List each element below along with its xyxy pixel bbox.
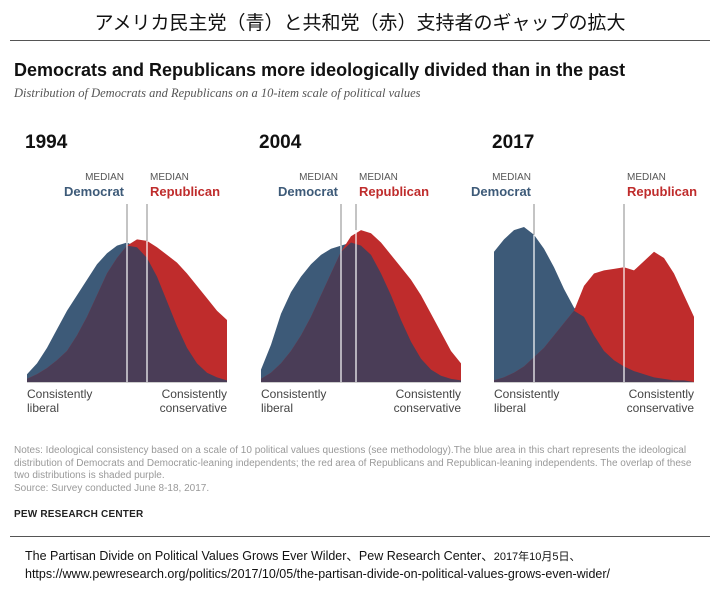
pew-brand: PEW RESEARCH CENTER — [14, 509, 144, 520]
axis-right-label-line2-2017: conservative — [627, 401, 695, 415]
republican-label-2004: Republican — [359, 184, 429, 199]
democrat-median-word-1994: MEDIAN — [85, 172, 124, 183]
axis-left-label-line1-2004: Consistently — [261, 387, 326, 401]
source-text: Source: Survey conducted June 8-18, 2017… — [14, 482, 210, 494]
notes-text: Notes: Ideological consistency based on … — [14, 445, 692, 481]
citation-url[interactable]: https://www.pewresearch.org/politics/201… — [25, 567, 610, 581]
axis-right-label-line2-1994: conservative — [160, 401, 228, 415]
axis-right-label-line1-1994: Consistently — [162, 387, 227, 401]
overlap-area-2017 — [494, 310, 694, 382]
democrat-label-1994: Democrat — [64, 184, 125, 199]
democrat-label-2017: Democrat — [471, 184, 532, 199]
axis-right-label-line1-2004: Consistently — [396, 387, 461, 401]
distribution-chart: 1994MEDIANDemocratMEDIANRepublicanConsis… — [25, 132, 697, 415]
republican-median-word-2004: MEDIAN — [359, 172, 398, 183]
chart-notes: Notes: Ideological consistency based on … — [14, 445, 709, 495]
citation-title: The Partisan Divide on Political Values … — [25, 549, 494, 563]
axis-right-label-line2-2004: conservative — [394, 401, 462, 415]
chart-headline: Democrats and Republicans more ideologic… — [14, 60, 626, 80]
republican-median-word-1994: MEDIAN — [150, 172, 189, 183]
axis-left-label-line2-2017: liberal — [494, 401, 526, 415]
title-divider — [10, 40, 710, 41]
republican-label-1994: Republican — [150, 184, 220, 199]
axis-left-label-line1-1994: Consistently — [27, 387, 92, 401]
republican-label-2017: Republican — [627, 184, 697, 199]
panel-year-2004: 2004 — [259, 132, 302, 153]
panel-year-2017: 2017 — [492, 132, 534, 153]
chart-subhead: Distribution of Democrats and Republican… — [14, 86, 421, 100]
democrat-label-2004: Democrat — [278, 184, 339, 199]
citation: The Partisan Divide on Political Values … — [25, 548, 610, 583]
citation-line1: The Partisan Divide on Political Values … — [25, 548, 610, 566]
democrat-median-word-2017: MEDIAN — [492, 172, 531, 183]
democrat-area-2017 — [494, 227, 694, 382]
page-title: アメリカ民主党（青）と共和党（赤）支持者のギャップの拡大 — [94, 12, 626, 34]
democrat-median-word-2004: MEDIAN — [299, 172, 338, 183]
overlap-area-2004 — [261, 242, 461, 382]
citation-divider — [10, 536, 710, 537]
republican-median-word-2017: MEDIAN — [627, 172, 666, 183]
axis-left-label-line2-1994: liberal — [27, 401, 59, 415]
citation-date: 2017年10月5日、 — [493, 551, 581, 563]
axis-right-label-line1-2017: Consistently — [629, 387, 694, 401]
axis-left-label-line1-2017: Consistently — [494, 387, 559, 401]
axis-left-label-line2-2004: liberal — [261, 401, 293, 415]
panel-year-1994: 1994 — [25, 132, 68, 153]
